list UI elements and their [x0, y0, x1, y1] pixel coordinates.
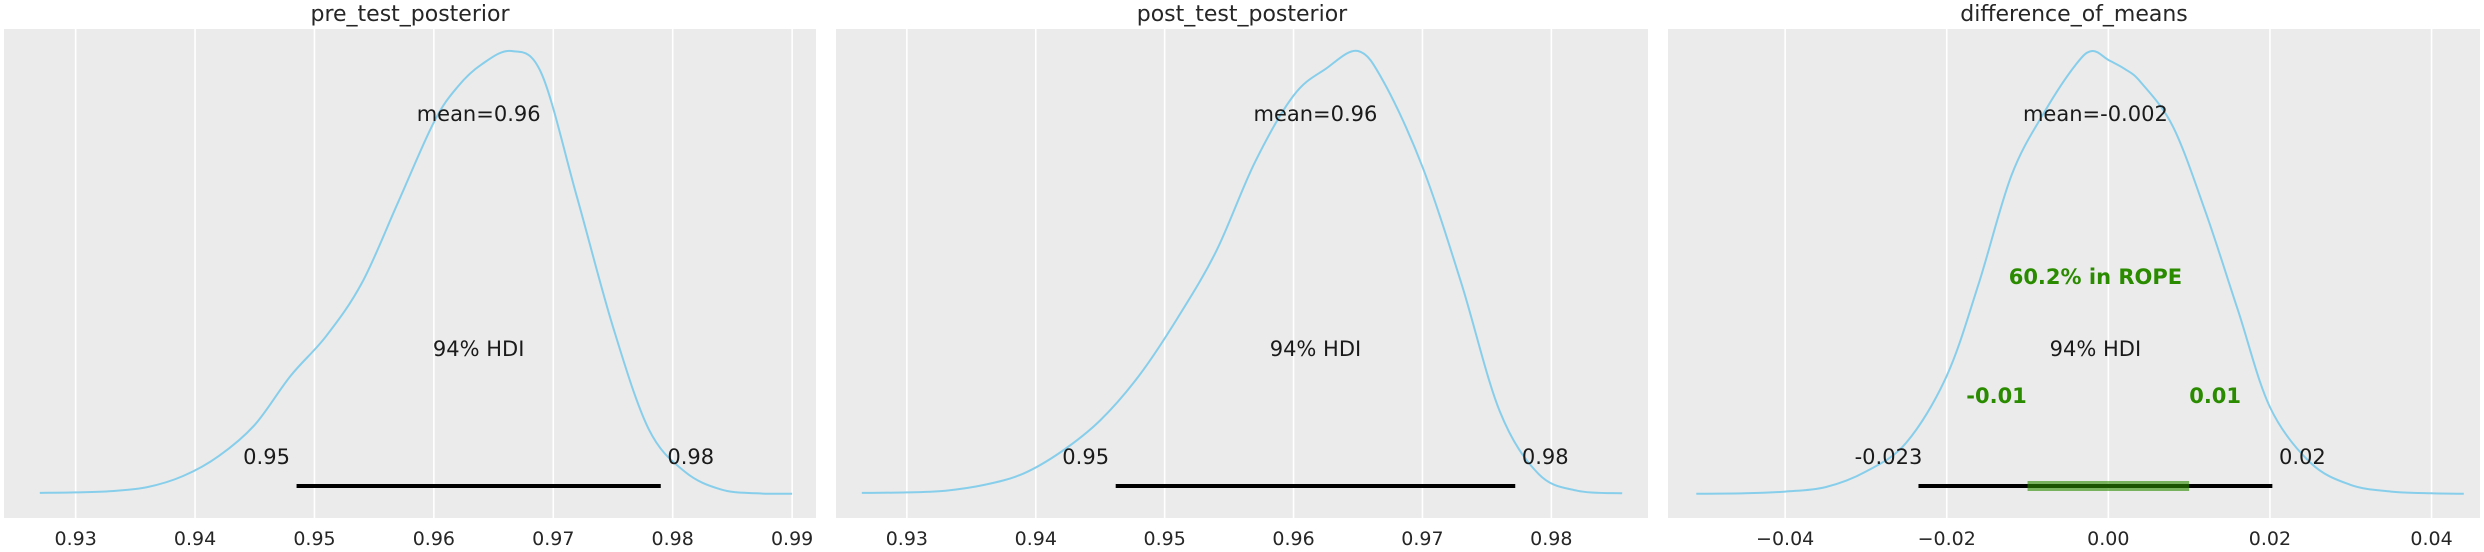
x-tick-label: 0.94 [1015, 528, 1057, 550]
hdi-low-label: -0.023 [1855, 445, 1923, 469]
x-tick-label: 0.97 [1401, 528, 1443, 550]
mean-label: mean=0.96 [417, 102, 541, 126]
x-tick-label: 0.95 [1144, 528, 1186, 550]
rope-low-label: -0.01 [1966, 384, 2027, 408]
x-tick-label: 0.96 [413, 528, 455, 550]
panel-title: difference_of_means [1960, 2, 2188, 27]
mean-label: mean=0.96 [1254, 102, 1378, 126]
x-tick-label: 0.98 [652, 528, 694, 550]
kde-curve [861, 49, 1623, 495]
hdi-label: 94% HDI [433, 337, 525, 361]
hdi-high-label: 0.98 [667, 445, 714, 469]
x-tick-label: 0.99 [771, 528, 813, 550]
hdi-low-label: 0.95 [243, 445, 290, 469]
x-tick-label: 0.94 [174, 528, 216, 550]
panel-1: 0.93 0.94 0.95 0.96 0.97 0.98 0.99 pre_test_pos… [4, 2, 816, 550]
plot-background [1668, 29, 2480, 518]
x-tick-label: 0.97 [532, 528, 574, 550]
panel-title: post_test_posterior [1137, 2, 1348, 27]
panel-3: −0.04 −0.02 0.00 0.02 0.04 difference_of_mean… [1668, 2, 2480, 550]
x-tick-label: 0.98 [1530, 528, 1572, 550]
x-tick-label: 0.93 [886, 528, 928, 550]
x-tick-label: 0.04 [2410, 528, 2452, 550]
hdi-label: 94% HDI [1270, 337, 1362, 361]
x-tick-label: 0.02 [2249, 528, 2291, 550]
hdi-label: 94% HDI [2050, 337, 2142, 361]
x-tick-label: −0.04 [1756, 528, 1814, 550]
rope-high-label: 0.01 [2189, 384, 2241, 408]
plot-background [4, 29, 816, 518]
x-tick-label: 0.00 [2087, 528, 2129, 550]
panel-title: pre_test_posterior [310, 2, 510, 27]
x-tick-label: 0.95 [293, 528, 335, 550]
panel-2: 0.93 0.94 0.95 0.96 0.97 0.98 post_test_poster… [836, 2, 1648, 550]
hdi-low-label: 0.95 [1062, 445, 1109, 469]
x-tick-label: 0.96 [1272, 528, 1314, 550]
hdi-high-label: 0.02 [2279, 445, 2326, 469]
mean-label: mean=-0.002 [2023, 102, 2168, 126]
x-tick-label: 0.93 [54, 528, 96, 550]
rope-band [2027, 481, 2190, 491]
rope-percentage: 60.2% in ROPE [2009, 265, 2182, 289]
kde-curve [39, 49, 793, 495]
x-tick-label: −0.02 [1918, 528, 1976, 550]
hdi-high-label: 0.98 [1522, 445, 1569, 469]
kde-curve [1696, 49, 2464, 495]
